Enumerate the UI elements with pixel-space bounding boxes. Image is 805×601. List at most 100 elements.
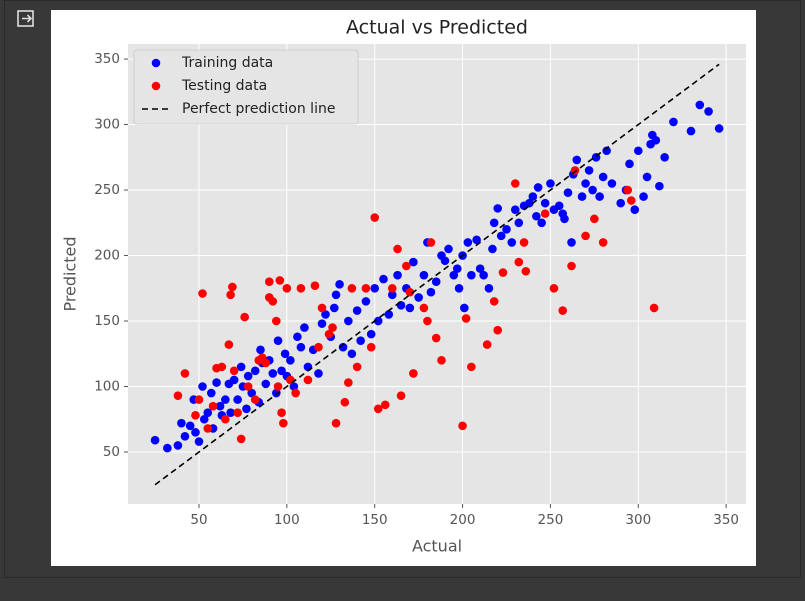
- legend-marker: [151, 81, 161, 91]
- point: [581, 179, 590, 188]
- point: [329, 303, 339, 313]
- point: [537, 218, 546, 228]
- point: [402, 261, 411, 271]
- y-tick-label: 300: [94, 117, 120, 133]
- point: [633, 146, 643, 156]
- point: [546, 179, 555, 188]
- point: [525, 198, 534, 208]
- point: [590, 214, 599, 224]
- point: [194, 395, 204, 404]
- point: [686, 126, 696, 136]
- point: [616, 198, 626, 208]
- point: [242, 404, 251, 414]
- point: [630, 205, 640, 214]
- point: [221, 395, 230, 404]
- point: [540, 209, 550, 218]
- point: [528, 192, 538, 201]
- point: [310, 281, 320, 290]
- point: [521, 266, 531, 276]
- point: [602, 146, 611, 156]
- point: [577, 192, 587, 201]
- point: [714, 124, 724, 133]
- point: [352, 306, 362, 315]
- point: [277, 408, 286, 418]
- point: [533, 183, 543, 192]
- x-tick-label: 300: [625, 512, 651, 528]
- y-tick-label: 250: [94, 182, 120, 198]
- point: [567, 238, 576, 247]
- point: [247, 388, 257, 398]
- point: [437, 356, 446, 365]
- point: [472, 235, 481, 245]
- point: [639, 192, 648, 201]
- y-tick-label: 50: [103, 444, 120, 460]
- point: [217, 362, 227, 372]
- point: [393, 244, 402, 254]
- point: [540, 198, 550, 208]
- point: [291, 388, 300, 398]
- point: [458, 421, 467, 431]
- point: [185, 421, 195, 431]
- point: [460, 303, 469, 313]
- y-tick-label: 350: [94, 51, 120, 67]
- x-tick-label: 350: [713, 512, 739, 528]
- point: [514, 218, 524, 228]
- point: [405, 287, 415, 297]
- chart: Actual vs Predicted Actual Predicted 50 1…: [51, 10, 756, 566]
- point: [296, 283, 306, 293]
- point: [324, 329, 334, 339]
- point: [289, 382, 299, 391]
- x-tick-label: 200: [450, 512, 476, 528]
- point: [286, 375, 295, 385]
- point: [489, 297, 499, 306]
- point: [595, 192, 604, 201]
- point: [352, 362, 362, 372]
- point: [264, 277, 274, 287]
- point: [651, 135, 661, 145]
- point: [221, 414, 230, 424]
- cell-border: [4, 0, 801, 578]
- point: [560, 214, 569, 224]
- point: [191, 411, 200, 420]
- point: [493, 325, 503, 335]
- point: [314, 342, 323, 352]
- point: [194, 437, 204, 446]
- point: [444, 244, 453, 254]
- point: [250, 366, 260, 376]
- point: [208, 401, 218, 411]
- point: [273, 336, 283, 345]
- point: [426, 238, 436, 247]
- point: [507, 238, 517, 247]
- point: [177, 418, 186, 428]
- point: [461, 314, 471, 323]
- icon-frame: [17, 10, 34, 27]
- point: [293, 332, 302, 342]
- point: [669, 117, 678, 127]
- y-tick-label: 100: [94, 379, 120, 395]
- point: [549, 283, 559, 293]
- legend-box: [133, 49, 359, 125]
- point: [268, 297, 278, 306]
- point: [314, 369, 323, 378]
- point: [479, 270, 488, 280]
- point: [496, 231, 506, 241]
- point: [361, 297, 371, 306]
- point: [303, 375, 313, 385]
- point: [347, 349, 357, 359]
- output-icon[interactable]: [16, 9, 36, 29]
- point: [226, 290, 235, 300]
- point: [498, 268, 508, 277]
- point: [180, 431, 190, 441]
- legend-label: Training data: [181, 55, 273, 71]
- point: [649, 303, 659, 313]
- point: [502, 225, 511, 234]
- point: [212, 378, 221, 387]
- point: [173, 391, 183, 400]
- point: [366, 342, 376, 352]
- point: [275, 276, 285, 285]
- point: [236, 434, 246, 444]
- point: [588, 185, 597, 195]
- point: [233, 408, 242, 418]
- point: [598, 172, 608, 182]
- point: [224, 340, 234, 349]
